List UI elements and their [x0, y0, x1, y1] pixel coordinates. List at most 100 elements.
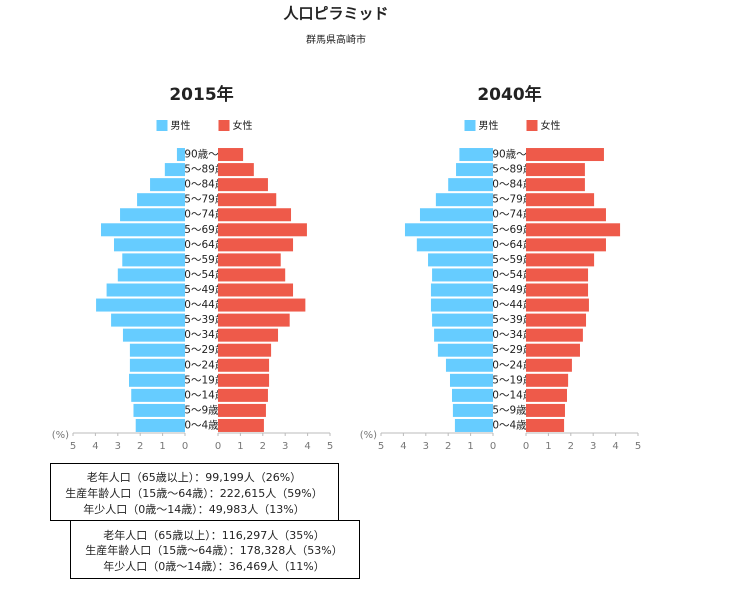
age-label: 5〜9歳 — [184, 404, 219, 416]
bar — [218, 298, 306, 312]
bar — [526, 328, 583, 342]
x-tick-label: 1 — [545, 441, 551, 452]
bar — [430, 298, 493, 312]
bar — [526, 373, 569, 387]
bar — [218, 148, 244, 162]
x-tick-label: 3 — [282, 441, 288, 452]
age-label: 0〜4歳 — [184, 419, 219, 431]
legend-swatch — [526, 120, 538, 131]
age-label: 90歳〜 — [184, 149, 219, 161]
bar — [122, 328, 185, 342]
x-tick-label: 3 — [590, 441, 596, 452]
age-label: 25〜29歳 — [486, 344, 534, 356]
age-label: 50〜54歳 — [486, 269, 534, 281]
bar — [218, 313, 290, 327]
bar — [106, 283, 185, 297]
summary-line: 老年人口（65歳以上）：99,199人（26%） — [87, 470, 301, 484]
age-label: 70〜74歳 — [486, 209, 534, 221]
age-label: 90歳〜 — [492, 149, 527, 161]
bar — [526, 283, 589, 297]
age-label: 75〜79歳 — [178, 194, 226, 206]
age-label: 40〜44歳 — [178, 299, 226, 311]
bar — [218, 358, 270, 372]
x-tick-label: 3 — [115, 441, 121, 452]
summary-line: 年少人口（0歳〜14歳）：36,469人（11%） — [103, 559, 324, 573]
bar — [419, 208, 493, 222]
x-tick-label: 5 — [635, 441, 641, 452]
bar — [218, 253, 281, 267]
x-tick-label: 0 — [182, 441, 188, 452]
bar — [526, 148, 604, 162]
bar — [452, 388, 493, 402]
bar — [129, 343, 185, 357]
bar — [218, 403, 266, 417]
age-label: 20〜24歳 — [178, 359, 226, 371]
bar — [133, 403, 185, 417]
bar — [526, 208, 606, 222]
bar — [526, 388, 567, 402]
age-label: 45〜49歳 — [178, 284, 226, 296]
bar — [526, 238, 606, 252]
bar — [526, 403, 565, 417]
legend-label: 女性 — [233, 119, 253, 132]
page-title: 人口ピラミッド — [283, 5, 388, 23]
age-label: 75〜79歳 — [486, 194, 534, 206]
bar — [150, 178, 185, 192]
chart-title: 2015年 — [169, 84, 233, 105]
legend-swatch — [464, 120, 476, 131]
x-axis-label: (%) — [52, 430, 69, 441]
bar — [452, 403, 493, 417]
legend-swatch — [218, 120, 230, 131]
bar — [435, 193, 493, 207]
x-tick-label: 1 — [467, 441, 473, 452]
age-label: 10〜14歳 — [178, 389, 226, 401]
bar — [526, 193, 595, 207]
bar — [526, 358, 572, 372]
x-tick-label: 5 — [70, 441, 76, 452]
age-label: 65〜69歳 — [486, 224, 534, 236]
x-tick-label: 1 — [159, 441, 165, 452]
bar — [445, 358, 493, 372]
bar — [218, 193, 277, 207]
bar — [526, 268, 589, 282]
bar — [526, 418, 565, 432]
legend-label: 女性 — [541, 119, 561, 132]
bar — [526, 298, 589, 312]
bar — [430, 283, 493, 297]
summary-line: 老年人口（65歳以上）：116,297人（35%） — [103, 528, 324, 542]
age-label: 85〜89歳 — [486, 164, 534, 176]
bar — [164, 163, 185, 177]
chart-title: 2040年 — [477, 84, 541, 105]
age-label: 35〜39歳 — [178, 314, 226, 326]
age-label: 30〜34歳 — [486, 329, 534, 341]
bar — [218, 343, 272, 357]
age-label: 40〜44歳 — [486, 299, 534, 311]
bar — [434, 328, 493, 342]
bar — [432, 313, 493, 327]
legend-swatch — [156, 120, 168, 131]
age-label: 20〜24歳 — [486, 359, 534, 371]
summary-box — [70, 520, 360, 579]
x-tick-label: 5 — [327, 441, 333, 452]
bar — [526, 163, 585, 177]
bar — [526, 313, 587, 327]
age-label: 10〜14歳 — [486, 389, 534, 401]
x-tick-label: 0 — [215, 441, 221, 452]
legend-label: 男性 — [171, 119, 191, 132]
bar — [137, 193, 185, 207]
bar — [448, 178, 493, 192]
bar — [526, 253, 595, 267]
age-label: 50〜54歳 — [178, 269, 226, 281]
bar — [218, 283, 294, 297]
bar — [101, 223, 185, 237]
bar — [404, 223, 493, 237]
x-tick-label: 0 — [523, 441, 529, 452]
bar — [526, 343, 580, 357]
x-tick-label: 2 — [445, 441, 451, 452]
bar — [131, 388, 185, 402]
age-label: 30〜34歳 — [178, 329, 226, 341]
age-label: 45〜49歳 — [486, 284, 534, 296]
bar — [218, 418, 264, 432]
bar — [117, 268, 185, 282]
x-tick-label: 2 — [568, 441, 574, 452]
